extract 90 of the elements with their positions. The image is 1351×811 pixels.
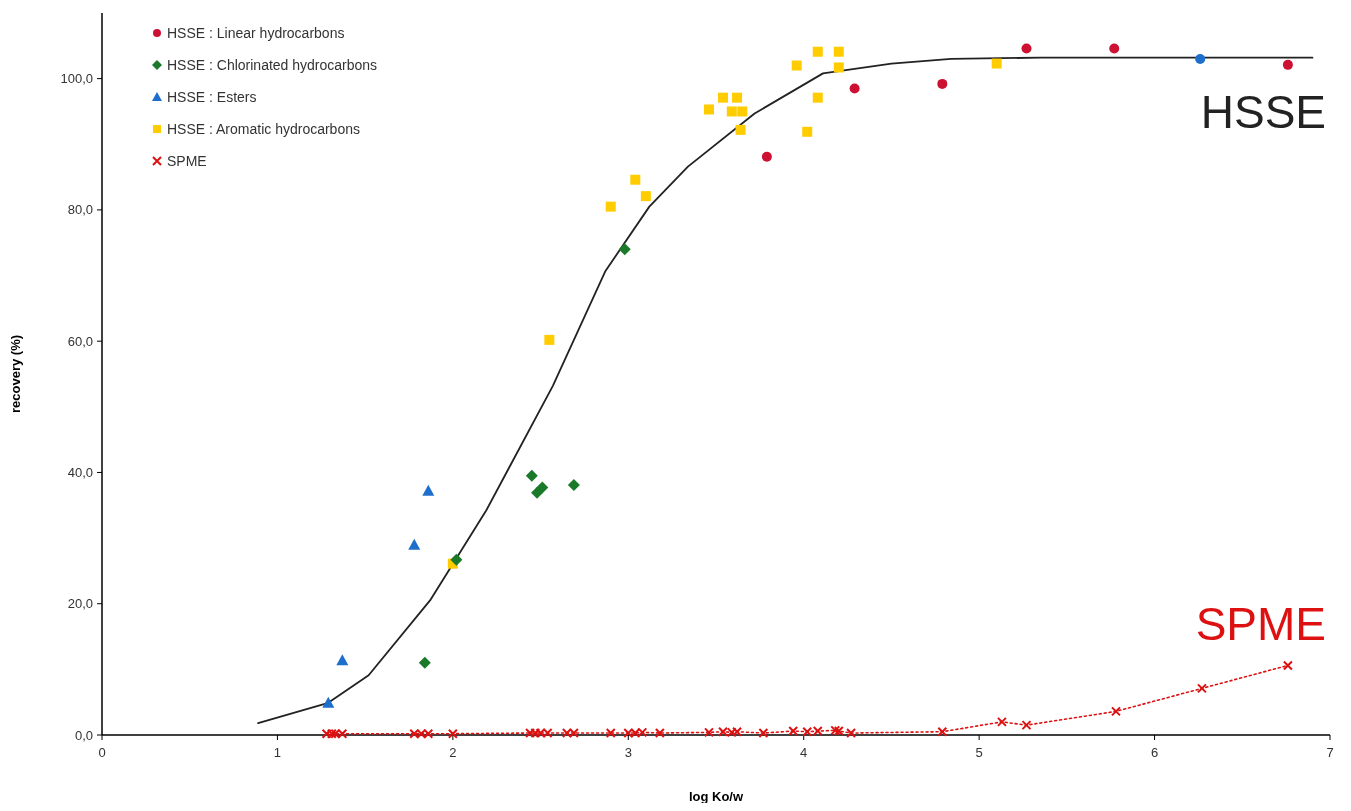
- point: [833, 62, 844, 73]
- point: [409, 728, 420, 739]
- point: [703, 104, 714, 115]
- point: [542, 728, 553, 739]
- point: [802, 726, 813, 737]
- point: [530, 728, 541, 739]
- point: [536, 481, 549, 494]
- point: [535, 728, 546, 739]
- point: [937, 78, 948, 89]
- y-tick-label: 80,0: [67, 202, 93, 218]
- point: [637, 727, 648, 738]
- point: [1196, 683, 1207, 694]
- x-tick-label: 2: [449, 745, 457, 760]
- point: [450, 553, 463, 566]
- point: [846, 728, 857, 739]
- legend-label: HSSE : Linear hydrocarbons: [167, 24, 345, 41]
- point: [337, 728, 348, 739]
- x-axis-title: log Ko/w: [688, 789, 744, 804]
- point: [605, 728, 616, 739]
- point: [812, 92, 823, 103]
- point: [321, 728, 332, 739]
- point: [418, 656, 431, 669]
- point: [630, 174, 641, 185]
- point: [561, 728, 572, 739]
- point: [991, 58, 1002, 69]
- y-tick-label: 20,0: [67, 596, 93, 612]
- y-tick-label: 100,0: [60, 71, 93, 87]
- point: [833, 46, 844, 57]
- point: [422, 484, 435, 496]
- point: [732, 726, 743, 737]
- x-tick-label: 4: [800, 745, 808, 760]
- x-tick-label: 7: [1326, 745, 1334, 760]
- legend-label: SPME: [167, 152, 207, 169]
- x-tick-label: 3: [624, 745, 632, 760]
- legend-label: HSSE : Esters: [167, 88, 257, 105]
- point: [525, 469, 538, 482]
- point: [761, 151, 772, 162]
- point: [525, 728, 536, 739]
- point: [330, 728, 341, 739]
- point: [618, 243, 631, 256]
- point: [654, 728, 665, 739]
- point: [812, 46, 823, 57]
- y-axis-title: recovery (%): [8, 334, 23, 414]
- x-tick-label: 0: [98, 745, 106, 760]
- point: [1282, 660, 1293, 671]
- point: [544, 334, 555, 345]
- x-tick-label: 1: [273, 745, 282, 760]
- point: [1282, 59, 1293, 70]
- point: [416, 728, 427, 739]
- point: [336, 654, 349, 666]
- annotation: SPME: [1195, 598, 1326, 650]
- point: [326, 728, 337, 739]
- y-tick-label: 60,0: [67, 333, 93, 349]
- x-tick-label: 6: [1150, 745, 1159, 760]
- point: [640, 191, 651, 202]
- point: [423, 728, 434, 739]
- x-tick-label: 5: [975, 745, 983, 760]
- point: [758, 728, 769, 739]
- point: [567, 478, 580, 491]
- point: [447, 728, 458, 739]
- point: [1109, 43, 1120, 54]
- point: [732, 92, 743, 103]
- point: [788, 726, 799, 737]
- point: [322, 696, 335, 708]
- y-tick-label: 0,0: [74, 727, 93, 743]
- point: [605, 201, 616, 212]
- point: [812, 726, 823, 737]
- point: [718, 92, 729, 103]
- point: [703, 727, 714, 738]
- legend-label: HSSE : Aromatic hydrocarbons: [167, 120, 360, 137]
- point: [937, 726, 948, 737]
- point: [849, 83, 860, 94]
- annotation: HSSE: [1200, 86, 1326, 138]
- y-tick-label: 40,0: [67, 465, 93, 480]
- point: [791, 60, 802, 71]
- point: [623, 728, 634, 739]
- point: [1021, 720, 1032, 731]
- point: [726, 727, 737, 738]
- point: [630, 728, 641, 739]
- point: [735, 124, 746, 135]
- legend-label: HSSE : Chlorinated hydrocarbons: [167, 56, 378, 73]
- point: [568, 728, 579, 739]
- point: [996, 716, 1007, 727]
- point: [408, 538, 421, 550]
- point: [1021, 43, 1032, 54]
- point: [1110, 706, 1121, 717]
- point: [726, 106, 737, 117]
- point: [718, 726, 729, 737]
- point: [737, 106, 748, 117]
- point: [802, 126, 813, 137]
